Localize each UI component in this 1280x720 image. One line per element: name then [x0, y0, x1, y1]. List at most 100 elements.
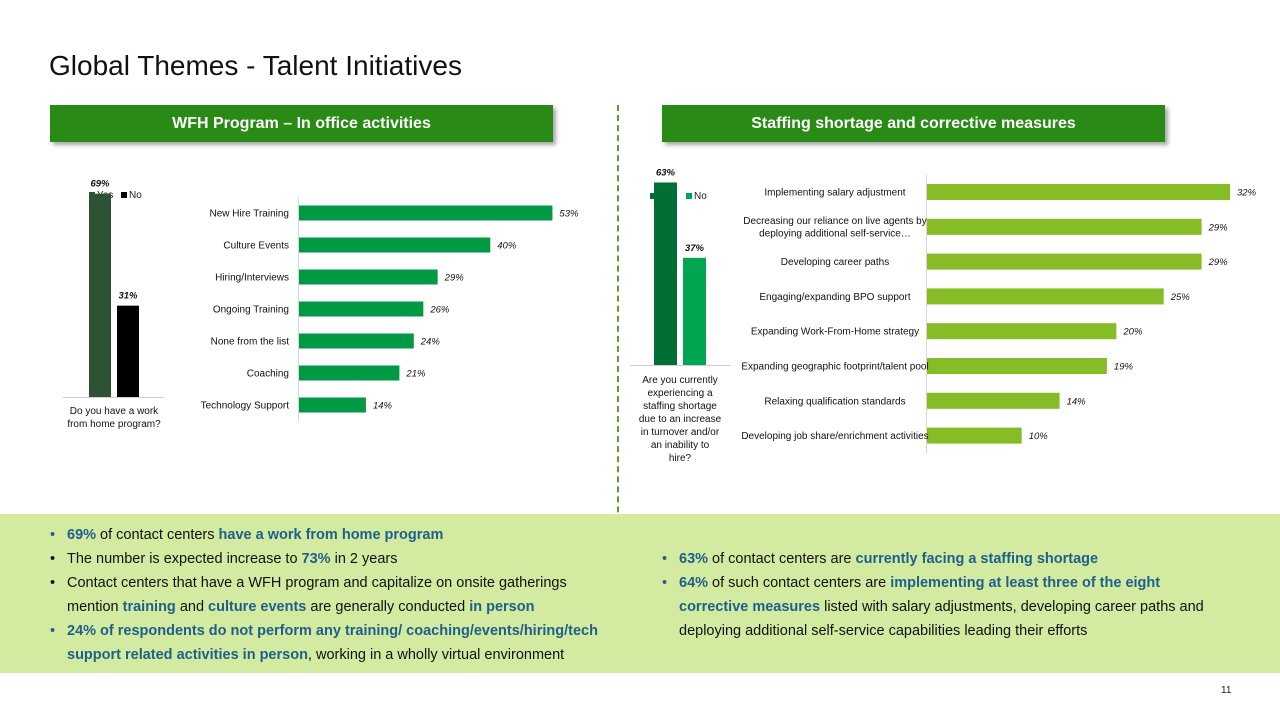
bullet-text: of contact centers are	[708, 551, 856, 567]
category-label-4: Expanding Work-From-Home strategy	[751, 327, 919, 338]
data-label-2: 29%	[1208, 257, 1229, 268]
highlighted-text: 24% of respondents do not perform any tr…	[67, 623, 598, 663]
category-label-2: Hiring/Interviews	[215, 273, 289, 284]
summary-bullet: • 64% of such contact centers are impleme…	[662, 571, 1232, 643]
highlighted-text: currently facing a staffing shortage	[855, 551, 1099, 567]
legend-label-no: No	[129, 190, 142, 201]
category-label-6: Relaxing qualification standards	[764, 396, 905, 407]
bar-1	[299, 237, 491, 253]
page-number: 11	[1221, 685, 1232, 696]
data-label-3: 26%	[429, 305, 450, 316]
wfh-section-banner: WFH Program – In office activities	[50, 105, 553, 142]
bar-yes	[89, 193, 111, 397]
bar-0	[299, 205, 553, 221]
category-label-0: New Hire Training	[210, 209, 289, 220]
bar-5	[927, 358, 1107, 374]
bar-no	[117, 305, 139, 397]
category-label-5: Coaching	[247, 369, 289, 380]
bullet-text: , working in a wholly virtual environmen…	[307, 647, 565, 663]
wfh-summary-list: • 69% of contact centers have a work from…	[50, 523, 610, 667]
category-label-1: Decreasing our reliance on live agents b…	[743, 216, 926, 240]
bullet-dot: •	[50, 623, 56, 639]
legend-label-no: No	[694, 191, 707, 202]
highlighted-text: in person	[469, 599, 535, 615]
staffing-section-banner: Staffing shortage and corrective measure…	[662, 105, 1165, 142]
data-label-1: 29%	[1208, 222, 1229, 233]
highlighted-text: 73%	[301, 551, 331, 567]
bar-1	[927, 218, 1202, 235]
summary-bullet: • Contact centers that have a WFH program…	[50, 571, 610, 619]
summary-bullet: • 24% of respondents do not perform any t…	[50, 619, 610, 667]
data-label-yes: 69%	[90, 179, 110, 190]
data-label-yes: 63%	[656, 167, 676, 178]
highlighted-text: have a work from home program	[218, 527, 444, 543]
summary-bullet: • The number is expected increase to 73% …	[50, 547, 610, 571]
bar-5	[299, 365, 400, 381]
category-label: Are you currently experiencing a staffing …	[639, 375, 722, 464]
data-label-6: 14%	[373, 401, 393, 412]
data-label-4: 24%	[420, 337, 441, 348]
bullet-text: listed with salary adjustments, developi…	[679, 599, 1204, 639]
legend-swatch-yes	[650, 193, 656, 199]
bullet-dot: •	[50, 551, 56, 567]
bullet-dot: •	[50, 575, 56, 591]
data-label-2: 29%	[444, 273, 465, 284]
data-label-5: 21%	[405, 369, 426, 380]
wfh-section-title: WFH Program – In office activities	[172, 114, 431, 132]
category-label-4: None from the list	[211, 337, 290, 348]
section-divider	[617, 105, 619, 673]
bullet-dot: •	[662, 575, 668, 591]
bar-0	[927, 184, 1230, 200]
data-label-no: 31%	[118, 291, 138, 302]
category-label-3: Engaging/expanding BPO support	[759, 292, 910, 303]
highlighted-text: 64%	[679, 575, 709, 591]
data-label-6: 14%	[1067, 396, 1087, 407]
bullet-text: The number is expected increase to	[67, 551, 302, 567]
data-label-7: 10%	[1029, 431, 1049, 442]
bar-yes	[654, 182, 677, 365]
legend-swatch-no	[686, 193, 692, 199]
page-title: Global Themes - Talent Initiatives	[49, 50, 462, 81]
category-label-2: Developing career paths	[781, 257, 889, 268]
bar-6	[299, 397, 366, 413]
highlighted-text: training	[122, 599, 176, 615]
bullet-text: and	[175, 599, 209, 615]
bullet-text: of contact centers	[96, 527, 219, 543]
bullet-text: in 2 years	[330, 551, 398, 567]
bullet-text: of such contact centers are	[708, 575, 891, 591]
category-label-5: Expanding geographic footprint/talent po…	[741, 362, 928, 373]
category-label-1: Culture Events	[223, 241, 289, 252]
bar-3	[299, 301, 424, 317]
bullet-dot: •	[50, 527, 56, 543]
data-label-5: 19%	[1114, 362, 1134, 373]
category-label-7: Developing job share/enrichment activiti…	[741, 431, 928, 442]
bar-2	[299, 269, 438, 285]
bar-7	[927, 427, 1022, 444]
category-label-0: Implementing salary adjustment	[764, 188, 905, 199]
summary-bullet: • 63% of contact centers are currently fa…	[662, 547, 1232, 571]
legend-swatch-no	[121, 192, 127, 198]
bar-3	[927, 288, 1164, 305]
summary-bullet: • 69% of contact centers have a work from…	[50, 523, 610, 547]
highlighted-text: implementing at least three of the eight…	[679, 575, 1161, 615]
bullet-text: are generally conducted	[306, 599, 470, 615]
staffing-summary-list: • 63% of contact centers are currently fa…	[662, 547, 1232, 643]
category-label: Do you have a work from home program?	[67, 406, 161, 430]
bullet-dot: •	[662, 551, 668, 567]
data-label-0: 53%	[559, 209, 579, 220]
summary-band	[0, 514, 1280, 673]
staffing-section-title: Staffing shortage and corrective measure…	[751, 114, 1076, 132]
highlighted-text: culture events	[208, 599, 307, 615]
bullet-text: Contact centers that have a WFH program …	[67, 575, 567, 615]
category-label-6: Technology Support	[201, 401, 290, 412]
bar-no	[683, 257, 706, 365]
bar-4	[927, 323, 1117, 340]
data-label-4: 20%	[1122, 327, 1143, 338]
data-label-no: 37%	[685, 243, 705, 254]
bar-4	[299, 333, 414, 349]
category-label-3: Ongoing Training	[213, 305, 289, 316]
data-label-0: 32%	[1237, 188, 1257, 199]
bar-6	[927, 392, 1060, 409]
data-label-3: 25%	[1170, 292, 1191, 303]
